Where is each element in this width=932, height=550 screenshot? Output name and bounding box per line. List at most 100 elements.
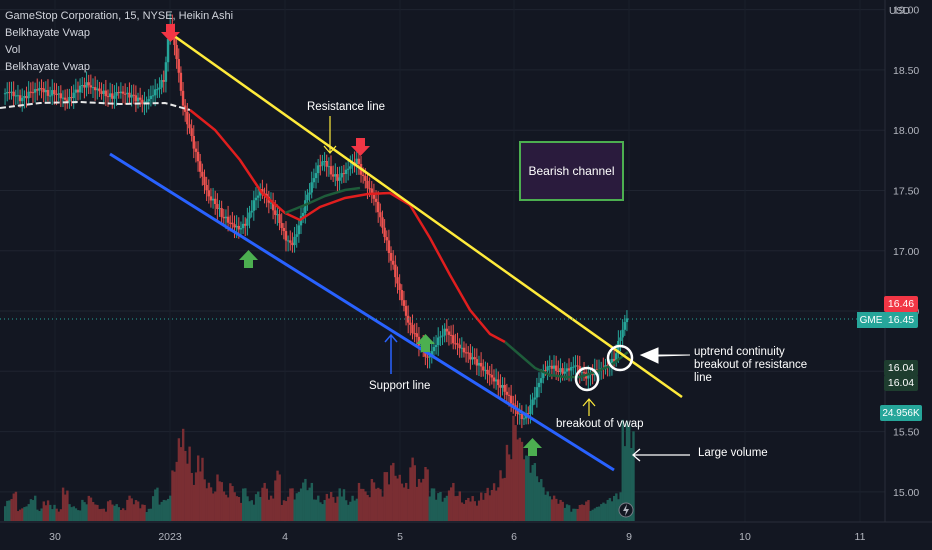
yellow-arrow-icon (323, 116, 337, 154)
candle-body (132, 94, 135, 96)
volume-bar (364, 491, 367, 521)
candle-body (130, 94, 133, 98)
candle-body (323, 161, 326, 163)
resistance-trendline[interactable] (169, 31, 683, 399)
volume-bar (295, 493, 299, 521)
volume-bar (12, 493, 15, 521)
candle-body (437, 337, 440, 346)
volume-bar (134, 500, 138, 521)
volume-bar (282, 500, 286, 521)
support-trendline[interactable] (109, 152, 615, 472)
volume-bar (582, 505, 586, 521)
candle-body (48, 95, 52, 97)
legend-symbol[interactable]: GameStop Corporation, 15, NYSE, Heikin A… (5, 10, 234, 22)
candle-body (464, 352, 468, 354)
green-arrow-up-icon (239, 250, 258, 268)
candle-body (612, 358, 616, 362)
candle-body (87, 82, 90, 86)
volume-bar (529, 472, 532, 521)
volume-bar (151, 496, 155, 521)
candle-body (552, 365, 556, 369)
volume-bar (199, 471, 202, 521)
candle-body (306, 194, 309, 201)
candle-body (226, 216, 230, 223)
volume-bar (417, 478, 421, 521)
candle-body (72, 92, 75, 99)
candle-body (610, 358, 614, 366)
volume-bar (306, 490, 309, 521)
volume-bar (55, 508, 58, 521)
volume-bar (248, 501, 251, 521)
volume-bar (214, 491, 217, 521)
candle-body (452, 335, 455, 344)
candle-body (349, 166, 352, 169)
volume-bar (173, 471, 176, 521)
candle-body (203, 176, 206, 185)
candle-body (582, 372, 586, 374)
candle-body (269, 202, 273, 204)
volume-bar (218, 481, 221, 521)
volume-bar (124, 510, 127, 521)
volume-bar (402, 487, 406, 521)
volume-bar (501, 478, 504, 521)
candle-body (312, 178, 316, 183)
candle-body (186, 111, 189, 125)
vwap-curve (0, 100, 629, 379)
volume-bar (460, 502, 464, 521)
volume-bar (420, 482, 423, 521)
volume-bar (469, 501, 472, 521)
volume-bar (216, 474, 219, 521)
legend-indicator-vwap-2[interactable]: Belkhayate Vwap (5, 61, 90, 73)
volume-bar (572, 508, 575, 521)
volume-bar (593, 508, 597, 521)
legend-indicator-vwap[interactable]: Belkhayate Vwap (5, 27, 90, 39)
volume-bar (113, 505, 116, 521)
volume-bar (537, 482, 541, 521)
volume-bar (252, 504, 256, 521)
green-arrow-up-icon (523, 438, 542, 456)
volume-bar (31, 500, 35, 521)
volume-bar (257, 491, 260, 521)
price-tick-label: 17.50 (893, 185, 919, 197)
volume-bar (409, 467, 412, 521)
candle-body (512, 403, 515, 406)
volume-bar (591, 509, 594, 521)
volume-bar (4, 506, 7, 521)
candle-body (467, 352, 470, 354)
volume-bar (396, 478, 399, 521)
volume-bar (220, 482, 223, 521)
candle-body (342, 173, 346, 175)
candle-body (364, 176, 367, 181)
candle-body (196, 151, 200, 162)
volume-bar (85, 504, 88, 521)
volume-bar (353, 500, 356, 521)
volume-bar (366, 494, 369, 521)
candle-body (486, 369, 489, 375)
candle-body (398, 283, 401, 291)
volume-bar (261, 487, 264, 521)
volume-bar (323, 500, 326, 521)
candle-body (484, 369, 487, 371)
candle-body (199, 161, 202, 172)
volume-bar (231, 486, 234, 521)
volume-bar (606, 499, 609, 521)
candle-body (329, 166, 333, 175)
volume-bar (40, 508, 43, 521)
candle-body (471, 357, 474, 360)
candle-body (53, 90, 56, 95)
volume-bar (224, 494, 228, 521)
legend-indicator-vol[interactable]: Vol (5, 44, 21, 56)
candle-body (475, 359, 479, 366)
volume-bar (233, 492, 236, 521)
volume-bar (98, 509, 101, 521)
time-axis[interactable]: 30 2023 4 5 6 9 10 11 (0, 521, 932, 543)
candle-body (14, 95, 17, 97)
candle-body (522, 418, 526, 420)
candle-body (91, 87, 95, 89)
volume-bar (25, 506, 28, 521)
candle-body (149, 95, 153, 100)
candle-body (40, 88, 43, 90)
candle-body (615, 353, 618, 362)
